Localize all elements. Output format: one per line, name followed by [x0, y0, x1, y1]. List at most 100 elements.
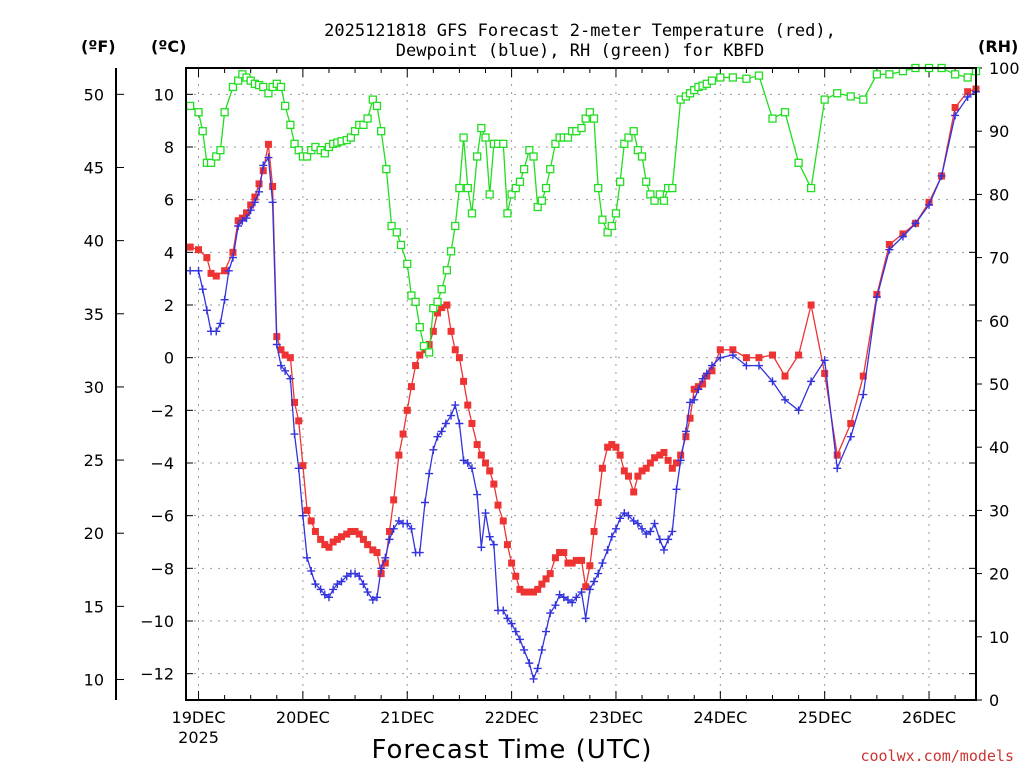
relative-humidity-point	[350, 127, 360, 136]
relative-humidity-point	[372, 101, 382, 111]
celsius-tick-label: 2	[164, 296, 174, 315]
dewpoint-point	[259, 161, 268, 170]
2-meter-temperature-point	[821, 369, 829, 377]
2-meter-temperature-point	[642, 464, 650, 472]
celsius-tick-label: 4	[164, 243, 174, 262]
relative-humidity-point	[629, 127, 638, 136]
2-meter-temperature-point	[795, 351, 803, 359]
relative-humidity-point	[794, 158, 803, 167]
dewpoint-point	[489, 540, 498, 549]
dewpoint-point	[537, 645, 546, 654]
relative-humidity-point	[368, 95, 377, 104]
dewpoint-point	[846, 432, 855, 441]
dewpoint-point	[768, 377, 777, 386]
rh-tick-label: 60	[989, 312, 1009, 331]
relative-humidity-point	[594, 183, 603, 193]
2-meter-temperature-point	[964, 88, 972, 96]
relative-humidity-point	[212, 152, 221, 161]
celsius-tick-label: −8	[150, 559, 174, 578]
dewpoint-point	[311, 580, 320, 589]
dewpoint-point	[515, 635, 524, 644]
dewpoint-point	[898, 232, 907, 241]
dewpoint-point	[459, 456, 468, 465]
2-meter-temperature-point	[468, 420, 476, 427]
dewpoint-point	[377, 564, 386, 573]
relative-humidity-point	[377, 127, 386, 136]
relative-humidity-point	[280, 101, 290, 111]
dewpoint-point	[234, 222, 243, 230]
2-meter-temperature-point	[525, 588, 533, 596]
dewpoint-point	[642, 530, 651, 539]
dewpoint-point	[298, 511, 307, 520]
relative-humidity-point	[216, 146, 225, 155]
dewpoint-point	[272, 340, 281, 349]
relative-humidity-point	[264, 89, 273, 98]
relative-humidity-point	[585, 108, 595, 117]
relative-humidity-point	[363, 114, 372, 123]
fahrenheit-tick-label: 45	[84, 158, 104, 177]
2-meter-temperature-point	[464, 401, 472, 409]
dewpoint-point	[372, 593, 381, 602]
dewpoint-point	[742, 361, 751, 370]
relative-humidity-point	[194, 108, 203, 117]
dewpoint-point	[659, 545, 668, 554]
2-meter-temperature-point	[608, 441, 616, 449]
relative-humidity-point	[607, 221, 616, 231]
rh-tick-label: 70	[989, 249, 1009, 268]
relative-humidity-point	[467, 209, 477, 218]
celsius-tick-label: 6	[164, 191, 174, 210]
dewpoint-point	[716, 353, 725, 362]
relative-humidity-point	[382, 164, 391, 174]
2-meter-temperature-point	[369, 546, 377, 554]
2-meter-temperature-point	[221, 267, 229, 275]
dewpoint-point	[281, 366, 290, 375]
celsius-unit-label: (ºC)	[151, 37, 186, 56]
relative-humidity-point	[302, 152, 312, 161]
2-meter-temperature-point	[551, 554, 559, 562]
relative-humidity-point	[206, 158, 216, 167]
2-meter-temperature-point	[337, 533, 345, 541]
relative-humidity-point	[198, 127, 207, 136]
relative-humidity-point	[754, 71, 764, 80]
2-meter-temperature-point	[859, 372, 867, 380]
fahrenheit-tick-label: 35	[84, 305, 104, 324]
fahrenheit-unit-label: (ºF)	[81, 37, 116, 56]
relative-humidity-point	[885, 70, 894, 79]
dewpoint-point	[702, 369, 711, 378]
data-series	[186, 63, 981, 683]
2-meter-temperature-point	[612, 443, 620, 451]
2-meter-temperature-point	[586, 562, 594, 570]
rh-tick-label: 50	[989, 375, 1009, 394]
2-meter-temperature-point	[660, 448, 668, 456]
2-meter-temperature-point	[386, 527, 394, 535]
relative-humidity-point	[780, 108, 790, 117]
celsius-tick-label: −6	[150, 507, 174, 526]
dewpoint-point	[707, 361, 716, 370]
dewpoint-point	[581, 614, 590, 623]
dewpoint-point	[533, 664, 542, 673]
dewpoint-point	[594, 569, 603, 578]
dewpoint-point	[316, 585, 325, 594]
2-meter-temperature-point	[682, 433, 690, 441]
dewpoint-point	[363, 588, 372, 597]
2-meter-temperature-point	[325, 543, 333, 551]
2-meter-temperature-point	[590, 527, 598, 535]
2-meter-temperature-point	[594, 499, 602, 506]
dewpoint-point	[603, 545, 612, 554]
dewpoint-point	[303, 553, 312, 562]
dewpoint-point	[925, 200, 934, 209]
2-meter-temperature-point	[716, 346, 724, 354]
relative-humidity-point	[220, 108, 229, 117]
2-meter-temperature-point	[546, 570, 554, 578]
celsius-tick-label: 8	[164, 138, 174, 157]
x-tick-label: 22DEC	[485, 708, 539, 727]
relative-humidity-point	[598, 215, 607, 224]
dewpoint-point	[329, 585, 338, 594]
relative-humidity-point	[546, 164, 555, 174]
dewpoint-point	[885, 245, 894, 254]
credit-link[interactable]: coolwx.com/models	[860, 747, 1014, 765]
rh-tick-label: 0	[989, 691, 999, 710]
rh-tick-label: 40	[989, 438, 1009, 457]
2-meter-temperature-point	[460, 377, 468, 385]
dewpoint-point	[286, 374, 295, 383]
